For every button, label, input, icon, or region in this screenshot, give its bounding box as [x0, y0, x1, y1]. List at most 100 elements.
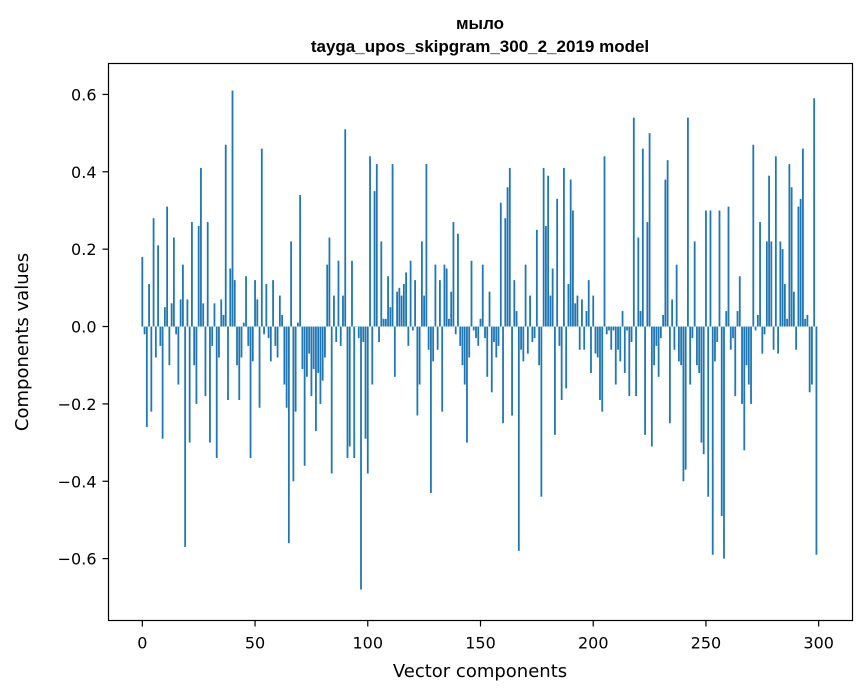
bars-group [141, 90, 818, 590]
bar [373, 191, 376, 327]
bar [353, 326, 356, 459]
bar [747, 326, 750, 385]
bar [211, 326, 214, 346]
bar [587, 280, 590, 327]
bar [752, 144, 755, 327]
bar [310, 326, 313, 397]
bar [605, 326, 608, 335]
bar [811, 326, 813, 385]
bar [524, 264, 527, 327]
bar [684, 326, 687, 470]
bar [477, 326, 480, 346]
bar [206, 222, 209, 327]
bar [734, 326, 737, 397]
bar [729, 326, 732, 350]
y-tick-label: 0.6 [71, 85, 96, 104]
bar [529, 295, 531, 327]
bar [590, 326, 592, 373]
bar [549, 295, 552, 327]
bar [783, 283, 786, 327]
bar [544, 225, 547, 327]
bar [145, 326, 148, 428]
bar [806, 314, 809, 327]
bar [260, 148, 263, 327]
bar [495, 326, 498, 358]
bar [736, 311, 739, 327]
bar [420, 241, 423, 327]
y-tick-label: −0.2 [58, 395, 97, 414]
bar [414, 280, 417, 327]
bar [186, 299, 189, 327]
bar [497, 326, 500, 346]
y-tick-label: −0.6 [58, 550, 97, 569]
bar [466, 326, 468, 443]
bar [693, 241, 696, 327]
bar [610, 326, 613, 350]
bar [276, 326, 279, 358]
bar [222, 314, 225, 327]
x-axis-ticks: 0 50 100 150 200 250 300 [137, 620, 834, 653]
bar [272, 280, 274, 327]
bar [581, 299, 583, 327]
bar [779, 241, 782, 327]
bar [788, 164, 791, 327]
bar [242, 322, 245, 327]
bar [296, 322, 299, 327]
bar [220, 299, 223, 327]
bar [321, 326, 324, 381]
x-tick-label: 250 [691, 634, 722, 653]
bar [502, 326, 504, 424]
x-tick-label: 150 [465, 634, 496, 653]
bar [770, 241, 773, 327]
y-axis-ticks: −0.6 −0.4 −0.2 0.0 0.2 0.4 0.6 [58, 85, 109, 569]
bar [224, 144, 227, 327]
bar [231, 90, 234, 327]
bar [292, 326, 295, 482]
bar [393, 326, 396, 377]
bar [531, 326, 534, 342]
bar [317, 326, 320, 373]
bar [725, 311, 728, 327]
y-tick-label: 0.2 [71, 240, 96, 259]
bar [743, 326, 746, 451]
bar [583, 326, 586, 350]
bar [290, 241, 293, 327]
bar [436, 326, 439, 350]
bar [547, 175, 550, 327]
bar [308, 326, 311, 354]
bar [409, 260, 412, 327]
bar [592, 295, 595, 327]
bar [391, 164, 394, 327]
bar [799, 198, 802, 327]
bar [152, 218, 155, 327]
bar [472, 326, 475, 331]
bar [184, 326, 187, 548]
bar [792, 291, 795, 327]
y-tick-label: 0.4 [71, 163, 96, 182]
bar [484, 326, 486, 339]
bar [774, 156, 777, 327]
bar [141, 256, 144, 327]
x-tick-label: 100 [352, 634, 383, 653]
bar [533, 326, 536, 339]
y-tick-label: −0.4 [58, 472, 97, 491]
bar [170, 303, 173, 327]
bar [646, 222, 649, 327]
bar [709, 210, 712, 327]
bar [209, 326, 211, 443]
bar [434, 264, 437, 327]
bar [680, 326, 683, 366]
bar [445, 268, 448, 327]
bar [319, 326, 322, 404]
bar [398, 287, 401, 327]
bar [387, 276, 389, 327]
bar [522, 326, 525, 362]
bar [585, 311, 588, 327]
bar [517, 326, 520, 551]
bar [641, 148, 644, 327]
bar [328, 237, 331, 327]
bar [574, 303, 577, 327]
bar [756, 314, 759, 327]
bar [193, 326, 196, 366]
